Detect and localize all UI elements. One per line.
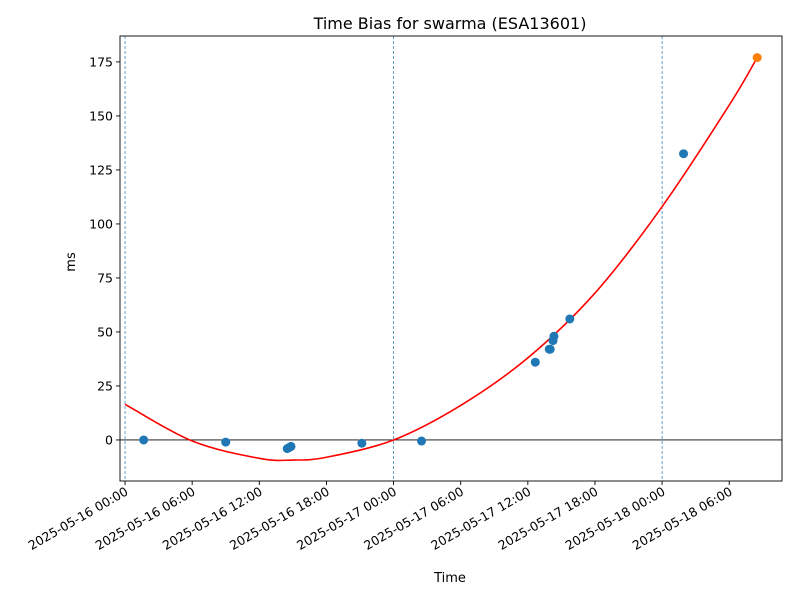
y-tick-label: 75: [97, 270, 113, 285]
fit-curve: [124, 57, 758, 462]
y-tick-label: 175: [89, 54, 113, 69]
y-tick-label: 100: [89, 216, 113, 231]
data-point: [679, 149, 689, 159]
y-tick-label: 50: [97, 324, 113, 339]
y-tick-label: 125: [89, 162, 113, 177]
data-point: [221, 437, 231, 447]
data-point: [530, 357, 540, 367]
y-tick-label: 150: [89, 108, 113, 123]
plot-frame: [119, 35, 783, 482]
y-tick-label: 0: [105, 432, 113, 447]
y-tick-label: 25: [97, 378, 113, 393]
data-point: [545, 344, 555, 354]
data-point: [565, 314, 575, 324]
data-point: [286, 441, 296, 451]
y-axis-label: ms: [64, 252, 79, 272]
data-point: [357, 438, 367, 448]
chart-title: Time Bias for swarma (ESA13601): [313, 14, 587, 33]
data-point: [139, 435, 149, 445]
data-point: [417, 436, 427, 446]
x-axis-label: Time: [433, 571, 466, 586]
data-point: [752, 53, 762, 63]
data-point: [549, 331, 559, 341]
